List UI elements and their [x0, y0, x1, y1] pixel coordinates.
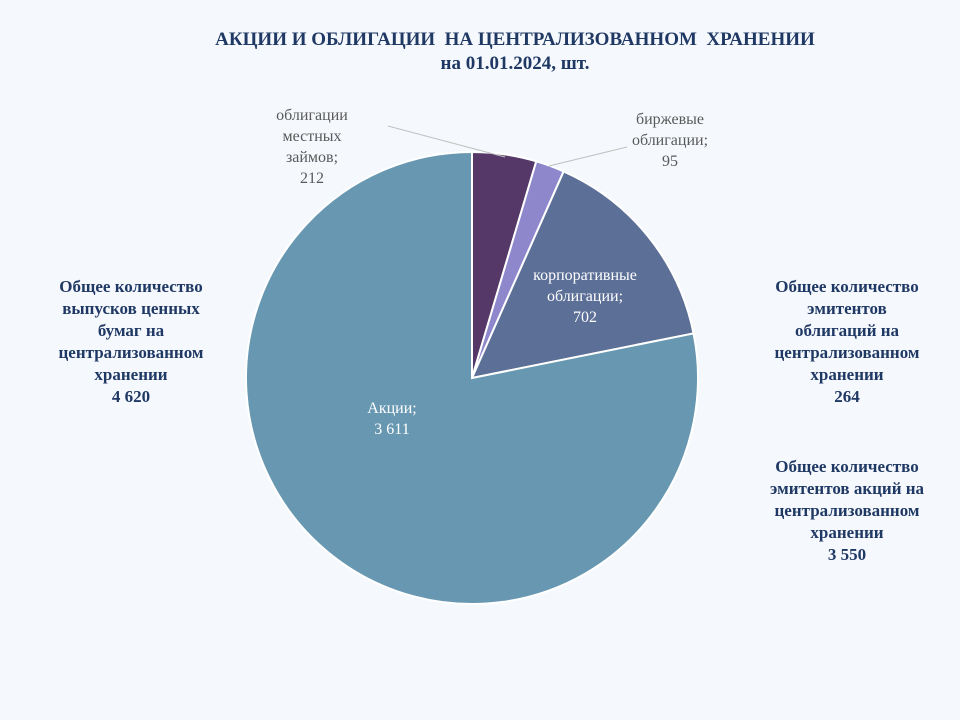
summary-line: облигаций на	[794, 321, 900, 340]
slice-value-label: 95	[662, 153, 678, 170]
summary-line: хранении	[810, 365, 884, 384]
summary-share-issuers: Общее количество эмитентов акций на цент…	[742, 456, 952, 566]
summary-line: централизованном	[774, 343, 920, 362]
summary-line: Общее количество	[775, 457, 919, 476]
slice-value-label: 212	[300, 170, 324, 187]
leader-line	[548, 146, 628, 167]
summary-line: Общее количество	[775, 277, 919, 296]
summary-line: хранении	[810, 523, 884, 542]
chart-subtitle: на 01.01.2024, шт.	[440, 53, 590, 74]
summary-line: Общее количество	[59, 277, 203, 296]
summary-line: бумаг на	[97, 321, 165, 340]
pie-slice	[470, 170, 695, 380]
summary-securities-issues: Общее количество выпусков ценных бумаг н…	[22, 276, 240, 408]
summary-value: 4 620	[111, 387, 151, 406]
summary-value: 3 550	[827, 545, 867, 564]
slice-name-label: облигации;	[547, 288, 623, 305]
summary-line: эмитентов акций на	[769, 479, 925, 498]
slice-name-label: Акции;	[367, 400, 416, 417]
summary-line: эмитентов	[807, 299, 887, 318]
summary-line: централизованном	[774, 501, 920, 520]
summary-bond-issuers: Общее количество эмитентов облигаций на …	[742, 276, 952, 408]
summary-line: хранении	[94, 365, 168, 384]
chart-title: АКЦИИ И ОБЛИГАЦИИ НА ЦЕНТРАЛИЗОВАННОМ ХР…	[215, 29, 815, 50]
slice-name-label: облигации;	[632, 132, 708, 149]
leader-line	[387, 125, 506, 158]
slice-name-label: биржевые	[636, 111, 704, 128]
slice-value-label: 702	[573, 309, 597, 326]
slice-name-label: местных	[282, 128, 341, 145]
summary-line: централизованном	[58, 343, 204, 362]
slice-name-label: облигации	[276, 107, 348, 124]
summary-line: выпусков ценных	[62, 299, 200, 318]
slice-name-label: корпоративные	[533, 267, 637, 284]
pie-slice	[245, 150, 699, 605]
slice-name-label: займов;	[286, 149, 338, 166]
slice-value-label: 3 611	[374, 421, 409, 438]
summary-value: 264	[834, 387, 860, 406]
